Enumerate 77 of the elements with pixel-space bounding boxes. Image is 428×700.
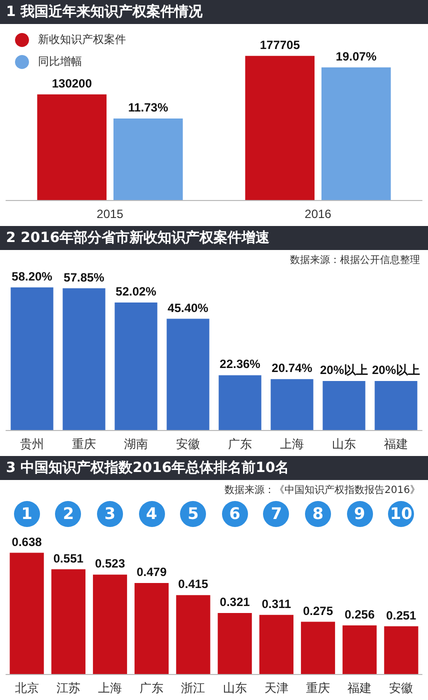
bar [166,318,210,430]
data-label: 0.551 [53,551,84,566]
x-tick-label: 江苏 [56,681,80,695]
x-tick-label: 贵州 [20,437,44,451]
bar [218,613,252,674]
data-label: 11.73% [128,100,168,114]
rank-badge: 6 [222,501,248,527]
chart-title: 2 2016年部分省市新收知识产权案件增速 [0,226,428,250]
bar [176,595,210,674]
bar [384,626,418,674]
data-label: 0.251 [386,608,417,622]
data-label: 57.85% [64,270,105,284]
data-label: 0.479 [136,564,167,579]
x-tick-label: 浙江 [181,681,206,695]
rank-badge: 9 [346,501,373,527]
data-label: 0.321 [220,595,250,610]
x-tick-label: 2016 [304,207,332,221]
bar [51,569,86,674]
data-label: 0.415 [178,577,209,592]
bar [92,574,128,674]
bar [342,625,377,674]
bar [322,381,366,430]
x-tick-label: 安徽 [389,681,414,695]
x-tick-label: 重庆 [72,437,96,451]
rank-badge: 5 [180,501,206,527]
rank-badge: 1 [14,501,40,527]
data-label: 0.638 [12,534,42,549]
data-label: 20.74% [272,361,313,376]
x-tick-label: 山东 [222,681,247,695]
bar [259,614,294,674]
bar [218,375,262,430]
x-tick-label: 重庆 [306,681,330,695]
rank-badge: 7 [263,501,290,527]
data-label: 177705 [260,38,300,52]
data-label: 20%以上 [372,363,420,377]
rank-badge: 10 [388,501,414,527]
bar [10,287,54,430]
bar [134,582,169,674]
x-tick-label: 山东 [332,437,356,451]
x-tick-label: 上海 [98,681,122,695]
rank-badge: 4 [138,501,165,527]
x-tick-label: 广东 [228,437,252,451]
data-label: 22.36% [220,357,261,372]
x-tick-label: 福建 [348,681,372,695]
x-tick-label: 福建 [384,437,408,451]
bar [300,622,336,674]
data-label: 0.523 [94,556,126,571]
data-label: 0.256 [344,607,375,622]
data-label: 52.02% [116,284,157,299]
data-label: 45.40% [168,300,209,315]
chart-title: 1 我国近年来知识产权案件情况 [0,0,428,24]
chart-title: 3 中国知识产权指数2016年总体排名前10名 [0,456,428,480]
data-label: 58.20% [12,269,53,284]
legend-label: 新收知识产权案件 [38,33,126,46]
rank-badge: 2 [55,501,82,527]
rank-badge: 8 [305,501,331,527]
data-label: 0.275 [302,604,334,618]
data-label: 19.07% [336,49,377,64]
x-tick-label: 安徽 [176,437,200,451]
source-note: 数据来源：《中国知识产权指数报告2016》 [224,484,421,497]
data-label: 0.311 [262,596,292,611]
bar [10,552,44,674]
legend-label: 同比增幅 [38,55,82,68]
data-label: 130200 [52,76,92,90]
source-note: 数据来源：根据公开信息整理 [289,254,421,267]
bar [114,302,158,430]
x-tick-label: 2015 [96,207,124,221]
x-tick-label: 北京 [14,681,39,695]
bar [374,381,418,430]
x-tick-label: 上海 [280,437,304,451]
data-label: 20%以上 [320,363,368,377]
rank-badge: 3 [97,501,123,527]
x-tick-label: 湖南 [124,437,148,451]
bar [62,288,106,430]
x-tick-label: 广东 [140,681,164,695]
bar [270,379,314,430]
x-tick-label: 天津 [264,681,288,695]
